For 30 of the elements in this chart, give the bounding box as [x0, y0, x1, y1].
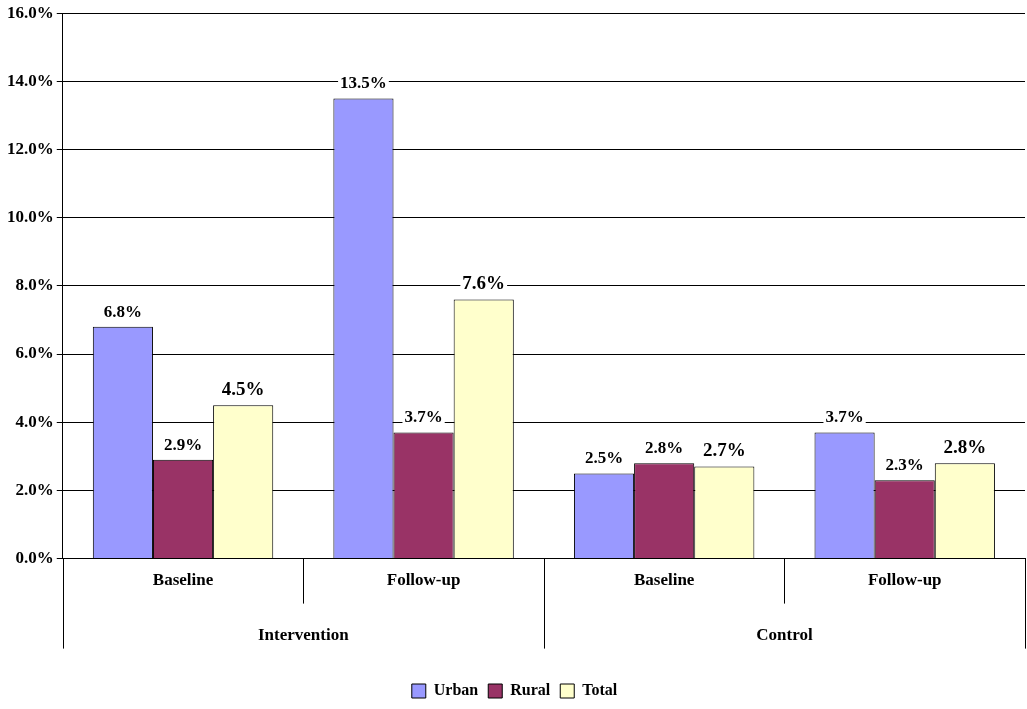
data-label: 7.6% [462, 271, 506, 293]
legend-label: Urban [433, 681, 479, 699]
y-tick-label: 14.0% [7, 70, 54, 90]
x-tick-label: Follow-up [386, 570, 461, 590]
text: Intervention [257, 624, 350, 644]
y-tick-label: 4.0% [15, 411, 54, 431]
text: Control [756, 624, 813, 644]
y-tick-label: 0.0% [15, 547, 54, 567]
data-label: 3.7% [404, 407, 443, 427]
data-label: 3.7% [825, 407, 864, 427]
data-label: 2.8% [943, 435, 987, 457]
data-label: 2.5% [584, 448, 624, 468]
data-label: 6.8% [103, 301, 143, 321]
data-label: 2.8% [645, 438, 684, 458]
legend-label: Rural [510, 681, 551, 699]
data-label: 4.5% [221, 377, 265, 399]
data-label: 2.7% [702, 438, 746, 460]
y-tick-label: 12.0% [7, 138, 54, 158]
data-label: 2.3% [885, 455, 924, 475]
data-label: 13.5% [340, 73, 387, 93]
x-tick-label: Follow-up [867, 570, 942, 590]
y-tick-label: 10.0% [7, 207, 54, 227]
data-label: 2.9% [163, 434, 203, 454]
legend-label: Total [582, 681, 618, 699]
y-tick-label: 6.0% [15, 343, 54, 363]
y-tick-label: 2.0% [15, 479, 54, 499]
y-tick-label: 16.0% [7, 2, 54, 22]
y-tick-label: 8.0% [15, 275, 54, 295]
x-tick-label: Baseline [633, 570, 695, 590]
x-tick-label: Baseline [152, 570, 214, 590]
